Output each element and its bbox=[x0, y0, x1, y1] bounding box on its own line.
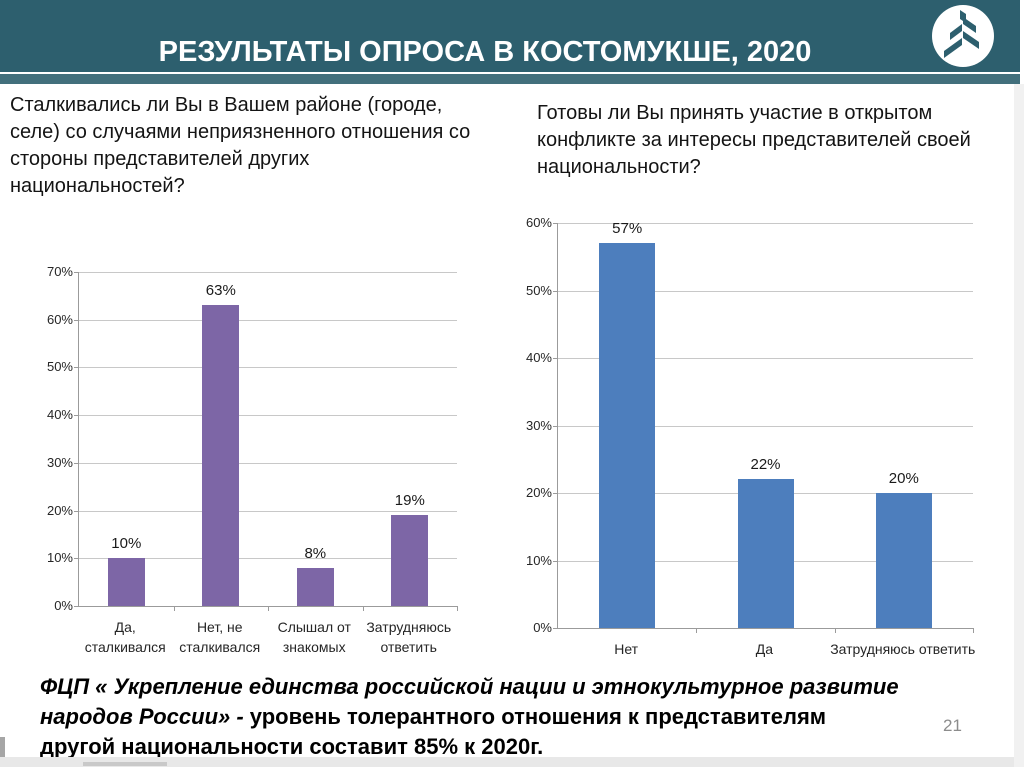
y-axis-tick bbox=[553, 223, 558, 224]
bar-value-label: 8% bbox=[304, 545, 327, 562]
survey-chart-left: 0% 10% 20% 30% 40% 50% 60% 70% 10% 63% 8% 19% Да, с… bbox=[38, 265, 468, 666]
x-axis-tick bbox=[457, 606, 458, 611]
bar bbox=[107, 558, 145, 606]
x-axis-tick bbox=[268, 606, 269, 611]
y-axis-label: 60% bbox=[525, 215, 552, 230]
x-axis-category-label: Нет bbox=[614, 641, 639, 657]
gridline bbox=[79, 415, 457, 416]
bar bbox=[737, 479, 794, 628]
logo bbox=[931, 4, 995, 68]
fir-tree-icon bbox=[932, 5, 994, 67]
y-axis-tick bbox=[74, 511, 79, 512]
y-axis-label: 40% bbox=[46, 407, 73, 422]
y-axis-tick bbox=[553, 291, 558, 292]
x-axis-tick bbox=[362, 606, 364, 611]
y-axis-tick bbox=[553, 493, 558, 494]
y-axis-tick bbox=[74, 367, 79, 368]
footer-note: ФЦП « Укрепление единства российской нац… bbox=[40, 672, 960, 762]
bar bbox=[599, 243, 656, 628]
gridline bbox=[558, 426, 973, 427]
x-axis-tick bbox=[834, 628, 836, 633]
y-axis-tick bbox=[553, 561, 558, 562]
gridline bbox=[79, 272, 457, 273]
y-axis-tick bbox=[74, 272, 79, 273]
plot-area: 0% 10% 20% 30% 40% 50% 60% 57% 22% 20% bbox=[526, 216, 974, 635]
header-accent-strip bbox=[0, 74, 1020, 84]
gridline bbox=[79, 367, 457, 368]
bar-value-label: 10% bbox=[111, 535, 142, 552]
x-axis-tick bbox=[173, 606, 175, 611]
slide-title: РЕЗУЛЬТАТЫ ОПРОСА В КОСТОМУКШЕ, 2020 bbox=[158, 36, 812, 68]
page-number: 21 bbox=[943, 716, 962, 735]
footer-line: народов России» - уровень толерантного о… bbox=[40, 704, 827, 729]
header-bar bbox=[0, 0, 1020, 72]
y-axis-tick bbox=[553, 628, 558, 629]
y-axis-label: 50% bbox=[525, 283, 552, 298]
y-axis-tick bbox=[74, 606, 79, 607]
question-right: Готовы ли Вы принять участие в открытом … bbox=[537, 102, 971, 178]
gridline bbox=[79, 511, 457, 512]
right-edge-gutter bbox=[1014, 84, 1024, 767]
gridline bbox=[558, 358, 973, 359]
survey-chart-right: 0% 10% 20% 30% 40% 50% 60% 57% 22% 20% Нет Да Затру… bbox=[520, 215, 1000, 665]
y-axis-label: 20% bbox=[46, 503, 73, 518]
y-axis-label: 0% bbox=[533, 620, 552, 635]
y-axis-tick bbox=[553, 426, 558, 427]
gridline bbox=[558, 223, 973, 224]
y-axis-tick bbox=[74, 558, 79, 559]
x-axis-category-label: Да, сталкивался bbox=[84, 619, 166, 655]
bar-value-label: 63% bbox=[205, 282, 236, 299]
bar bbox=[391, 515, 429, 606]
gridline bbox=[558, 291, 973, 292]
x-axis-tick bbox=[696, 628, 698, 633]
x-axis-tick bbox=[973, 628, 974, 633]
y-axis-tick bbox=[74, 320, 79, 321]
bar-value-label: 20% bbox=[888, 470, 919, 487]
bar-value-label: 19% bbox=[394, 492, 425, 509]
x-axis-labels: Нет Да Затрудняюсь ответить bbox=[557, 630, 976, 659]
x-axis-category-label: Затрудняюсь ответить bbox=[830, 641, 976, 657]
y-axis-label: 0% bbox=[54, 598, 73, 613]
x-axis-category-label: Затрудняюсь ответить bbox=[366, 619, 452, 655]
footer-line: другой национальности составит 85% к 202… bbox=[40, 734, 544, 759]
bar bbox=[296, 568, 334, 606]
gridline bbox=[79, 320, 457, 321]
y-axis-label: 50% bbox=[46, 359, 73, 374]
x-axis-category-label: Слышал от знакомых bbox=[277, 619, 351, 655]
y-axis-label: 10% bbox=[46, 550, 73, 565]
x-axis-category-label: Нет, не сталкивался bbox=[179, 619, 261, 655]
bar-value-label: 57% bbox=[612, 220, 643, 237]
y-axis-tick bbox=[74, 463, 79, 464]
y-axis-tick bbox=[74, 415, 79, 416]
y-axis-label: 70% bbox=[46, 264, 73, 279]
y-axis-label: 30% bbox=[46, 455, 73, 470]
gridline bbox=[79, 463, 457, 464]
question-left: Сталкивались ли Вы в Вашем районе (город… bbox=[10, 94, 471, 197]
y-axis-label: 60% bbox=[46, 312, 73, 327]
x-axis-category-label: Да bbox=[755, 641, 774, 657]
x-axis-labels: Да, сталкивался Нет, не сталкивался Слышал… bbox=[78, 608, 457, 657]
bar bbox=[202, 305, 240, 606]
plot-area: 0% 10% 20% 30% 40% 50% 60% 70% 10% 63% 8% 19% bbox=[47, 265, 458, 613]
horizontal-scrollbar-track[interactable] bbox=[0, 757, 1024, 767]
footer-line: ФЦП « Укрепление единства российской нац… bbox=[40, 674, 899, 699]
vertical-scrollbar-thumb[interactable] bbox=[0, 737, 5, 758]
y-axis-label: 20% bbox=[525, 485, 552, 500]
y-axis-tick bbox=[553, 358, 558, 359]
bar-value-label: 22% bbox=[750, 456, 781, 473]
bar bbox=[875, 493, 932, 628]
y-axis-label: 10% bbox=[525, 553, 552, 568]
horizontal-scrollbar-thumb[interactable] bbox=[83, 762, 167, 766]
y-axis-label: 30% bbox=[525, 418, 552, 433]
y-axis-label: 40% bbox=[525, 350, 552, 365]
gridline bbox=[79, 558, 457, 559]
